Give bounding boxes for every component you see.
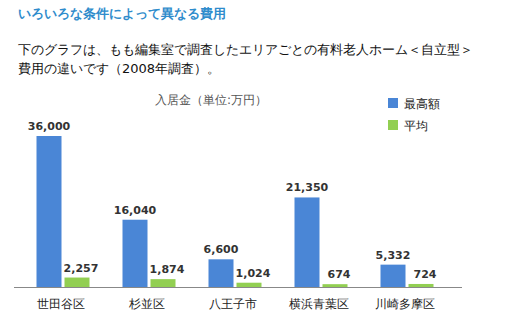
data-label: 5,332 — [376, 249, 411, 262]
data-label: 674 — [328, 268, 351, 281]
bar — [381, 265, 406, 287]
bar — [65, 278, 90, 287]
data-label: 724 — [414, 268, 437, 281]
data-label: 16,040 — [114, 204, 157, 217]
data-label: 1,874 — [150, 263, 185, 276]
bar — [123, 220, 148, 287]
x-axis — [14, 287, 462, 288]
bar — [237, 283, 262, 287]
legend-label: 最高額 — [404, 97, 440, 111]
bar — [151, 279, 176, 287]
data-label: 1,024 — [236, 267, 271, 280]
data-labels: 36,000 16,040 6,600 21,350 5,332 2,257 1,874 1,… — [28, 120, 437, 281]
legend-swatch — [388, 98, 398, 108]
bars — [37, 136, 434, 287]
data-label: 6,600 — [204, 243, 239, 256]
bar — [295, 197, 320, 287]
chart-svg: いろいろな条件によって異なる費用下のグラフは、もも編集室で調査したエリアごとの有… — [0, 0, 516, 322]
bar — [323, 284, 348, 287]
page: いろいろな条件によって異なる費用下のグラフは、もも編集室で調査したエリアごとの有… — [0, 0, 516, 322]
description-line: 費用の違いです（2008年調査）。 — [18, 61, 220, 76]
legend-swatch — [388, 120, 398, 130]
legend-label: 平均 — [404, 119, 428, 133]
data-label: 36,000 — [28, 120, 71, 133]
category-label: 横浜青葉区 — [289, 297, 349, 311]
bar — [209, 259, 234, 287]
bar — [409, 284, 434, 287]
category-label: 八王子市 — [209, 297, 257, 311]
category-label: 世田谷区 — [37, 297, 85, 311]
data-label: 2,257 — [64, 262, 99, 275]
bar — [37, 136, 62, 287]
category-label: 杉並区 — [128, 297, 165, 311]
description-line: 下のグラフは、もも編集室で調査したエリアごとの有料老人ホーム＜自立型＞ — [18, 42, 473, 57]
heading: いろいろな条件によって異なる費用 — [18, 6, 226, 21]
chart-title: 入居金（単位:万円） — [155, 93, 267, 107]
data-label: 21,350 — [286, 181, 329, 194]
category-label: 川崎多摩区 — [375, 297, 435, 311]
